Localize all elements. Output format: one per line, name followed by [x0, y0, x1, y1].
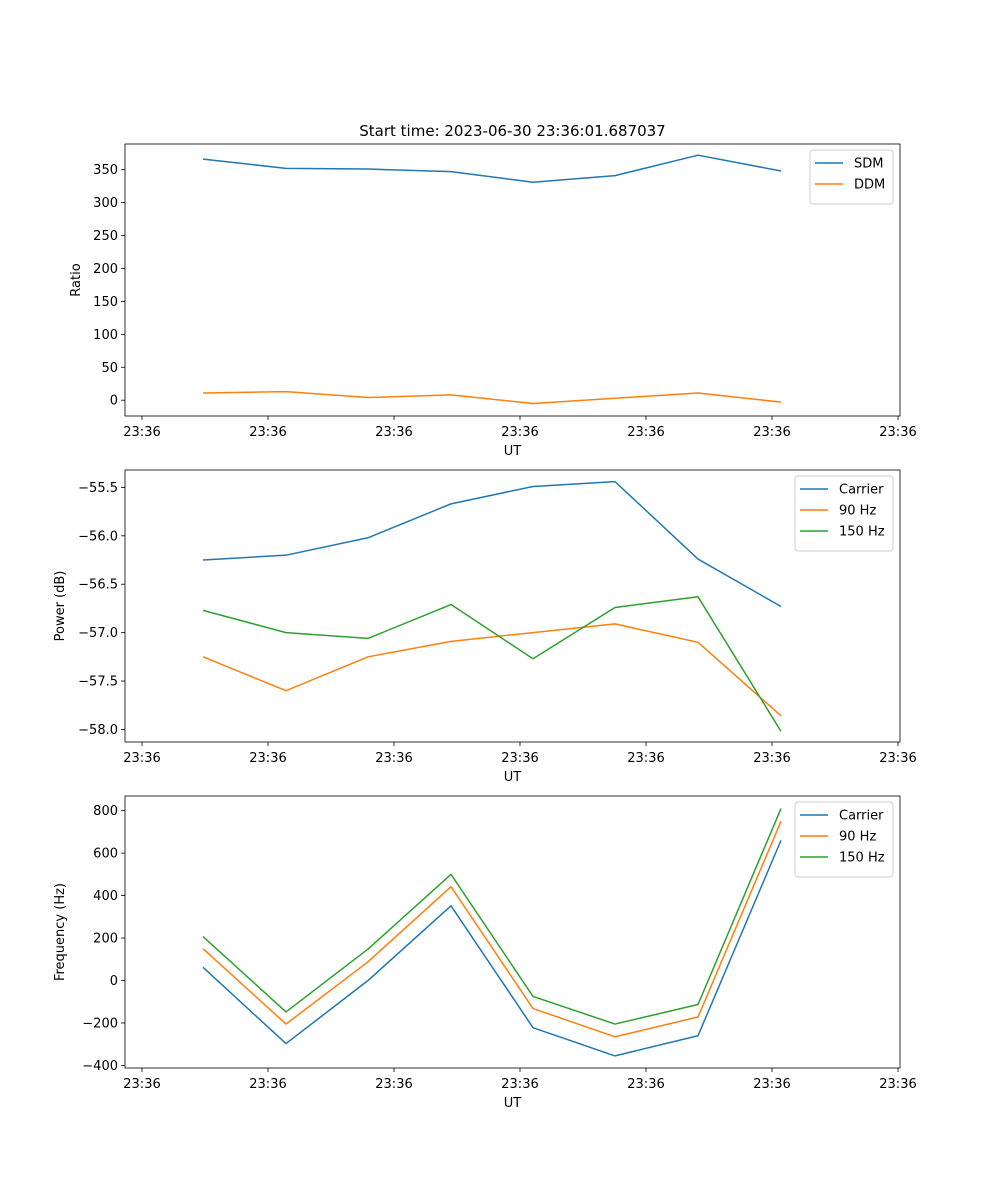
x-tick-label: 23:36 [375, 425, 412, 440]
legend: Carrier 90 Hz 150 Hz [794, 801, 894, 878]
y-tick-label: 300 [93, 196, 118, 211]
legend: Carrier 90 Hz 150 Hz [794, 475, 894, 552]
x-tick-label: 23:36 [627, 751, 664, 766]
y-tick-label: 600 [93, 847, 118, 862]
legend-label: 90 Hz [839, 504, 876, 519]
x-tick-label: 23:36 [375, 1077, 412, 1092]
x-tick-label: 23:36 [375, 751, 412, 766]
legend-label: 150 Hz [839, 851, 885, 866]
y-tick-label: −400 [82, 1059, 118, 1074]
y-tick-label: −56.5 [78, 578, 118, 593]
y-tick-label: 0 [110, 974, 118, 989]
series-line-sdm [202, 154, 782, 183]
x-tick-label: 23:36 [123, 751, 160, 766]
figure-title: Start time: 2023-06-30 23:36:01.687037 [359, 122, 665, 140]
y-axis-label: Ratio [69, 263, 84, 296]
x-tick-label: 23:36 [879, 1077, 916, 1092]
x-tick-label: 23:36 [753, 751, 790, 766]
y-tick-label: −200 [82, 1016, 118, 1031]
legend-label: SDM [854, 157, 883, 172]
legend-box [794, 801, 894, 878]
series-line-150-hz [202, 596, 782, 732]
y-tick-label: 200 [93, 262, 118, 277]
x-axis-label: UT [504, 444, 522, 459]
axes-frame [124, 795, 901, 1069]
x-axis-label: UT [504, 1096, 522, 1111]
x-tick-label: 23:36 [501, 1077, 538, 1092]
y-tick-label: −55.5 [78, 481, 118, 496]
x-tick-label: 23:36 [123, 1077, 160, 1092]
x-tick-label: 23:36 [249, 425, 286, 440]
y-tick-label: −56.0 [78, 529, 118, 544]
subplot-3: 23:36 23:36 23:36 23:36 23:36 23:36 23:36 −400 −… [53, 795, 917, 1111]
x-tick-label: 23:36 [627, 1077, 664, 1092]
x-axis-label: UT [504, 770, 522, 785]
x-tick-label: 23:36 [753, 1077, 790, 1092]
legend-label: Carrier [839, 809, 884, 824]
legend: SDM DDM [809, 149, 894, 205]
series-line-ddm [202, 390, 782, 405]
y-tick-label: 350 [93, 163, 118, 178]
x-tick-label: 23:36 [501, 751, 538, 766]
y-tick-label: −57.0 [78, 626, 118, 641]
y-tick-label: 800 [93, 804, 118, 819]
legend-box [794, 475, 894, 552]
x-tick-label: 23:36 [501, 425, 538, 440]
y-tick-label: 400 [93, 889, 118, 904]
x-tick-label: 23:36 [879, 751, 916, 766]
axes-frame [124, 469, 901, 743]
x-tick-label: 23:36 [123, 425, 160, 440]
x-tick-label: 23:36 [249, 1077, 286, 1092]
y-axis-label: Frequency (Hz) [53, 883, 68, 981]
series-line-carrier [202, 480, 782, 608]
legend-label: 90 Hz [839, 830, 876, 845]
subplot-2: 23:36 23:36 23:36 23:36 23:36 23:36 23:36 −58.0… [53, 469, 917, 785]
series-line-carrier [202, 840, 782, 1057]
axes-frame [124, 143, 901, 417]
y-tick-label: 200 [93, 932, 118, 947]
y-tick-label: 100 [93, 328, 118, 343]
y-tick-label: 250 [93, 229, 118, 244]
x-tick-label: 23:36 [879, 425, 916, 440]
subplot-1: 23:36 23:36 23:36 23:36 23:36 23:36 23:36 0 50 10… [69, 143, 917, 459]
y-tick-label: 50 [101, 361, 118, 376]
legend-label: DDM [854, 178, 885, 193]
legend-label: Carrier [839, 483, 884, 498]
y-tick-label: 150 [93, 295, 118, 310]
series-line-90-hz [202, 623, 782, 717]
y-tick-label: −58.0 [78, 723, 118, 738]
y-tick-label: −57.5 [78, 675, 118, 690]
legend-label: 150 Hz [839, 525, 885, 540]
series-line-90-hz [202, 820, 782, 1038]
x-tick-label: 23:36 [627, 425, 664, 440]
x-tick-label: 23:36 [753, 425, 790, 440]
series-line-150-hz [202, 808, 782, 1025]
y-tick-label: 0 [110, 394, 118, 409]
x-tick-label: 23:36 [249, 751, 286, 766]
y-axis-label: Power (dB) [53, 571, 68, 642]
